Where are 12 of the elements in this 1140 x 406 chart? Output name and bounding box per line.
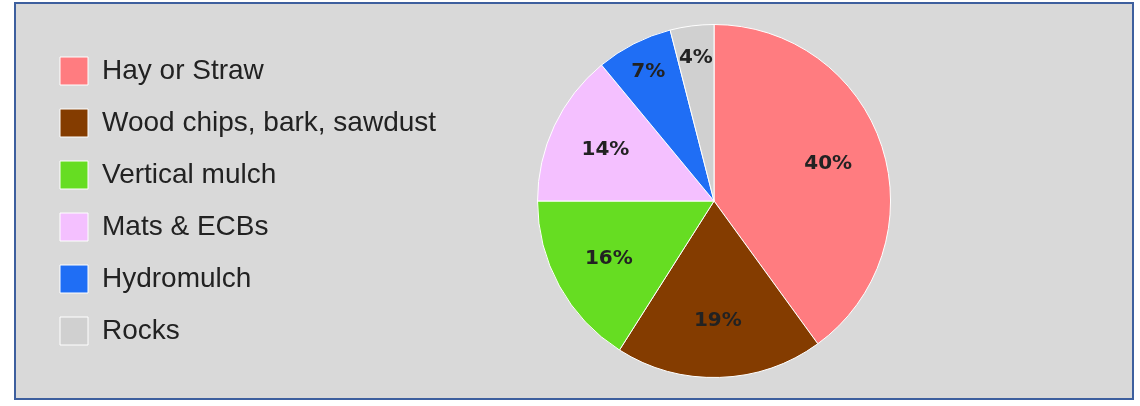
data-label: 19% (693, 307, 742, 332)
data-label: 14% (581, 136, 630, 161)
legend-label: Wood chips, bark, sawdust (102, 105, 437, 137)
data-label: 16% (584, 245, 633, 270)
legend-label: Rocks (102, 313, 180, 345)
data-label: 4% (678, 43, 713, 68)
legend-label: Hydromulch (102, 261, 252, 293)
legend-label: Hay or Straw (102, 53, 265, 85)
data-label: 7% (631, 58, 666, 83)
data-label: 40% (804, 150, 853, 175)
legend-label: Mats & ECBs (102, 209, 269, 241)
legend-label: Vertical mulch (102, 157, 277, 189)
